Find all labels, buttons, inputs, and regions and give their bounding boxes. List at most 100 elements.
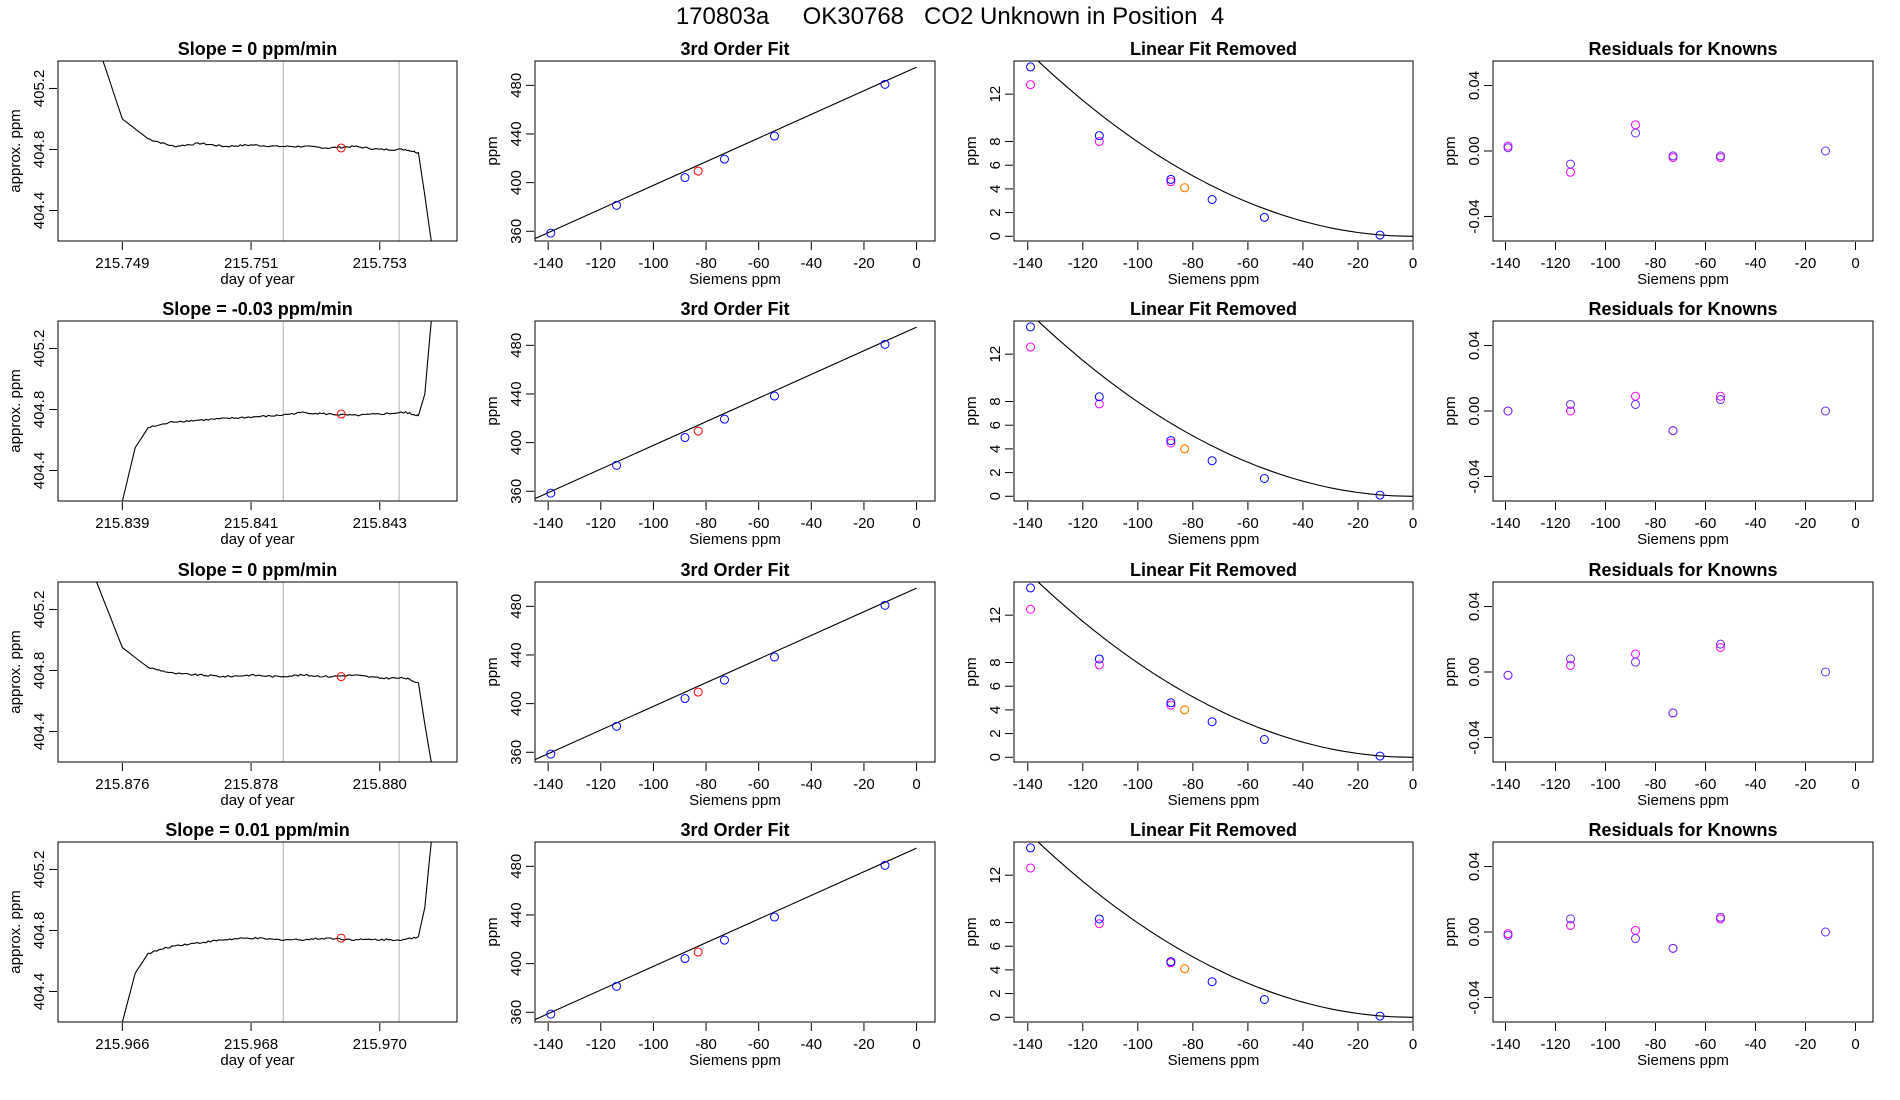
known-point — [880, 600, 890, 610]
x-tick-label: -120 — [1068, 255, 1098, 272]
y-tick-label: -0.04 — [1466, 459, 1483, 493]
y-tick-label: 2 — [987, 468, 1004, 476]
x-tick-label: -140 — [533, 255, 563, 272]
y-axis-label: approx. ppm — [7, 630, 24, 713]
unknown-point — [1180, 705, 1190, 715]
known-point — [546, 228, 556, 238]
x-tick-label: -100 — [1590, 515, 1620, 532]
x-tick-label: -120 — [586, 255, 616, 272]
x-tick-label: -20 — [853, 1036, 875, 1053]
y-tick-label: 480 — [508, 73, 525, 98]
y-tick-label: 6 — [987, 161, 1004, 169]
x-axis-label: Siemens ppm — [1637, 1052, 1729, 1069]
y-axis-label: ppm — [963, 396, 980, 425]
x-tick-label: -120 — [586, 515, 616, 532]
known-point — [719, 675, 729, 685]
x-tick-label: 0 — [912, 515, 920, 532]
y-tick-label: 6 — [987, 942, 1004, 950]
replicate-point — [1631, 391, 1640, 401]
replicate-point — [1094, 399, 1104, 409]
known-point — [880, 339, 890, 349]
x-tick-label: -80 — [1645, 776, 1667, 793]
y-axis-label: ppm — [484, 657, 501, 686]
known-point — [719, 154, 729, 164]
x-tick-label: 0 — [1851, 515, 1859, 532]
x-axis-label: Siemens ppm — [1637, 271, 1729, 288]
y-tick-label: 400 — [508, 170, 525, 195]
replicate-point — [1631, 120, 1640, 130]
x-tick-label: -20 — [1795, 776, 1817, 793]
x-tick-label: -60 — [1695, 255, 1717, 272]
y-tick-label: 0.04 — [1466, 71, 1483, 100]
data-layer — [1503, 391, 1830, 436]
x-tick-label: -120 — [1540, 1036, 1570, 1053]
known-point — [1166, 957, 1176, 967]
x-tick-label: -60 — [1695, 515, 1717, 532]
panel-title: Slope = 0.01 ppm/min — [165, 820, 350, 840]
panel-fit-1: 3rd Order Fit -140 -120 -100 -80 -60 -40 -20 0 Si… — [484, 299, 936, 548]
known-point — [1259, 212, 1269, 222]
known-point — [1503, 143, 1513, 153]
known-point — [1566, 159, 1575, 169]
y-tick-label: 440 — [508, 642, 525, 667]
y-axis-label: approx. ppm — [7, 890, 24, 973]
y-tick-label: 0.00 — [1466, 657, 1483, 686]
panel-title: Residuals for Knowns — [1588, 560, 1777, 580]
known-point — [1026, 583, 1036, 593]
y-tick-label: 4 — [987, 185, 1004, 193]
x-tick-label: -120 — [1540, 255, 1570, 272]
data-layer — [1503, 639, 1830, 718]
data-layer — [535, 326, 917, 500]
known-point — [1026, 843, 1036, 853]
replicate-point — [1094, 919, 1104, 929]
y-tick-label: 404.4 — [31, 713, 48, 751]
replicate-point — [1716, 391, 1725, 401]
y-tick-label: 360 — [508, 740, 525, 765]
known-point — [612, 721, 622, 731]
panel-title: Slope = -0.03 ppm/min — [162, 299, 353, 319]
data-layer — [1026, 321, 1413, 500]
y-tick-label: 6 — [987, 682, 1004, 690]
panel-timeseries-0: Slope = 0 ppm/min 215.749 215.751 215.753 da… — [7, 39, 458, 288]
x-tick-label: 215.876 — [95, 776, 149, 793]
y-tick-label: 440 — [508, 902, 525, 927]
y-tick-label: 405.2 — [31, 591, 48, 629]
x-tick-label: -60 — [1695, 776, 1717, 793]
known-point — [1821, 667, 1830, 677]
known-point — [1566, 399, 1575, 409]
x-axis-label: Siemens ppm — [689, 271, 781, 288]
known-point — [1668, 943, 1678, 953]
x-tick-label: -140 — [1013, 776, 1043, 793]
panel-residuals-2: Residuals for Knowns -140 -120 -100 -80 -60 -4… — [1442, 560, 1874, 809]
x-axis-label: Siemens ppm — [1637, 792, 1729, 809]
known-point — [719, 935, 729, 945]
unknown-point — [693, 947, 703, 957]
x-tick-label: -80 — [1645, 255, 1667, 272]
y-tick-label: -0.04 — [1466, 199, 1483, 233]
x-tick-label: -20 — [1795, 1036, 1817, 1053]
plot-frame — [57, 60, 458, 242]
y-tick-label: 0 — [987, 492, 1004, 500]
x-axis-label: Siemens ppm — [689, 1052, 781, 1069]
x-tick-label: -60 — [748, 515, 770, 532]
plot-frame — [1013, 320, 1414, 502]
y-tick-label: 0.00 — [1466, 136, 1483, 165]
y-tick-label: 404.8 — [31, 131, 48, 169]
x-tick-label: -80 — [1182, 1036, 1204, 1053]
plot-frame — [57, 581, 458, 763]
panel-title: Linear Fit Removed — [1130, 560, 1297, 580]
y-tick-label: 440 — [508, 381, 525, 406]
x-tick-label: -100 — [1590, 1036, 1620, 1053]
x-tick-label: -80 — [1645, 515, 1667, 532]
plot-frame — [57, 841, 458, 1023]
x-tick-label: -140 — [533, 776, 563, 793]
y-axis-label: ppm — [1442, 396, 1459, 425]
x-tick-label: -80 — [695, 515, 717, 532]
x-tick-label: 0 — [1409, 515, 1417, 532]
fit-curve — [535, 587, 917, 761]
known-point — [769, 131, 779, 141]
plot-frame — [1013, 60, 1414, 242]
known-point — [1166, 436, 1176, 446]
known-point — [1375, 1011, 1385, 1021]
